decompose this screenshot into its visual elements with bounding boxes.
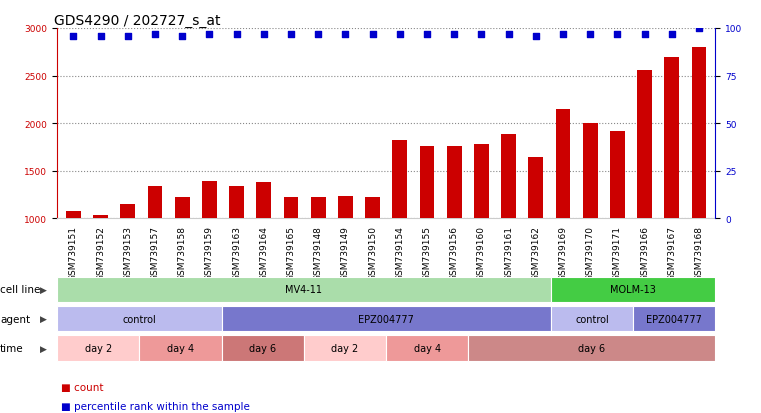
Point (203, 31, 215, 38)
Point (584, 31, 597, 38)
Bar (175, 198, 189, 314)
Bar (57, 335, 139, 361)
Point (666, 31, 678, 38)
Text: day 2: day 2 (84, 343, 112, 353)
Bar (469, 335, 715, 361)
Point (421, 31, 433, 38)
Text: ■ percentile rank within the sample: ■ percentile rank within the sample (61, 401, 250, 411)
Bar (57, 277, 551, 302)
Bar (610, 131, 625, 314)
Bar (338, 196, 353, 314)
Bar (304, 335, 386, 361)
Bar (664, 57, 680, 314)
Text: day 4: day 4 (414, 343, 441, 353)
Point (258, 31, 270, 38)
Text: ■ count: ■ count (61, 382, 103, 392)
Bar (633, 306, 715, 332)
Bar (256, 183, 271, 314)
Text: ▶: ▶ (40, 314, 47, 323)
Text: cell line: cell line (0, 285, 40, 294)
Point (339, 31, 352, 38)
Bar (551, 277, 715, 302)
Text: ▶: ▶ (40, 344, 47, 353)
Point (94, 33, 107, 40)
Bar (637, 71, 652, 314)
Point (638, 31, 651, 38)
Bar (692, 48, 706, 314)
Text: control: control (575, 314, 609, 324)
Point (149, 31, 161, 38)
Point (476, 31, 488, 38)
Point (367, 31, 379, 38)
Bar (148, 187, 163, 314)
Bar (139, 335, 221, 361)
Point (231, 31, 243, 38)
Bar (474, 145, 489, 314)
Point (611, 31, 623, 38)
Bar (551, 306, 633, 332)
Bar (419, 147, 435, 314)
Bar (583, 124, 597, 314)
Bar (393, 141, 407, 314)
Point (502, 31, 514, 38)
Bar (528, 157, 543, 314)
Point (122, 33, 134, 40)
Point (67, 33, 79, 40)
Text: day 6: day 6 (578, 343, 606, 353)
Text: agent: agent (0, 314, 30, 324)
Point (448, 31, 460, 38)
Text: MOLM-13: MOLM-13 (610, 285, 656, 294)
Text: day 6: day 6 (249, 343, 276, 353)
Text: control: control (123, 314, 156, 324)
Bar (501, 134, 516, 314)
Point (285, 31, 297, 38)
Text: day 4: day 4 (167, 343, 194, 353)
Bar (447, 147, 462, 314)
Text: day 2: day 2 (332, 343, 358, 353)
Bar (93, 215, 108, 314)
Text: EPZ004777: EPZ004777 (358, 314, 414, 324)
Bar (221, 335, 304, 361)
Bar (202, 182, 217, 314)
Bar (310, 197, 326, 314)
Point (693, 26, 705, 32)
Text: ▶: ▶ (40, 285, 47, 294)
Bar (120, 205, 135, 314)
Point (393, 31, 406, 38)
Bar (229, 187, 244, 314)
Bar (57, 306, 221, 332)
Text: GDS4290 / 202727_s_at: GDS4290 / 202727_s_at (54, 14, 220, 28)
Point (530, 33, 542, 40)
Text: time: time (0, 343, 24, 353)
Point (176, 33, 188, 40)
Point (312, 31, 324, 38)
Text: MV4-11: MV4-11 (285, 285, 323, 294)
Point (557, 31, 569, 38)
Bar (556, 110, 571, 314)
Bar (386, 335, 469, 361)
Text: EPZ004777: EPZ004777 (646, 314, 702, 324)
Bar (365, 197, 380, 314)
Bar (66, 211, 81, 314)
Bar (221, 306, 551, 332)
Bar (284, 197, 298, 314)
